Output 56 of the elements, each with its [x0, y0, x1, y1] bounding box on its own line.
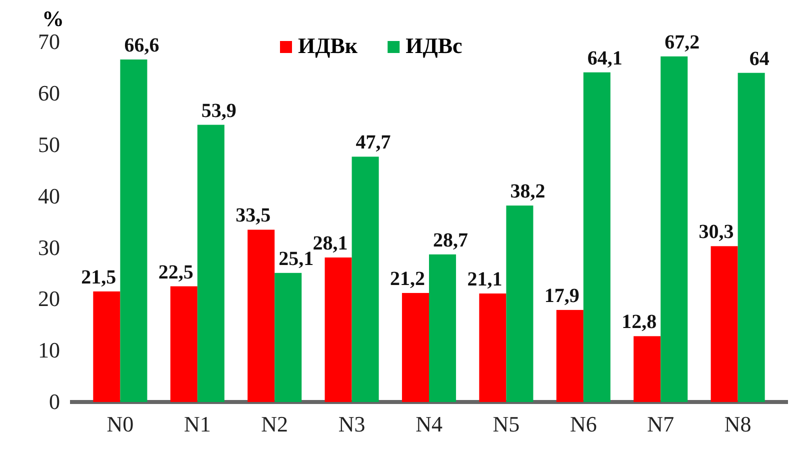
y-tick-label: 60 [38, 80, 60, 106]
bar [710, 246, 738, 402]
data-label: 21,2 [390, 268, 425, 290]
bar [120, 59, 148, 402]
x-tick-label: N1 [184, 412, 211, 437]
x-tick-label: N7 [647, 412, 674, 437]
y-axis-title: % [42, 6, 64, 31]
data-label: 33,5 [236, 204, 271, 227]
bar [324, 257, 352, 402]
data-label: 67,2 [664, 31, 700, 54]
y-tick-label: 30 [38, 234, 60, 260]
bar [170, 286, 198, 402]
x-tick-label: N6 [570, 412, 597, 437]
data-label: 21,1 [467, 268, 502, 290]
bar [738, 72, 765, 402]
y-tick-label: 10 [38, 338, 60, 363]
x-tick-label: N5 [492, 412, 520, 437]
y-tick-label: 40 [38, 183, 60, 208]
y-tick-label: 70 [38, 29, 60, 54]
x-tick-label: N8 [724, 412, 752, 437]
data-label: 21,5 [81, 266, 116, 288]
x-tick-label: N2 [261, 412, 288, 437]
data-label: 38,2 [510, 180, 546, 203]
data-label: 28,7 [433, 229, 468, 252]
data-label: 53,9 [201, 100, 236, 122]
x-tick-label: N3 [338, 412, 366, 437]
x-tick-label: N4 [416, 412, 442, 437]
bar [429, 254, 456, 402]
bar [634, 336, 661, 402]
data-label: 64 [749, 48, 770, 70]
bar [248, 230, 275, 402]
bar [402, 292, 429, 402]
bar [274, 272, 302, 402]
x-tick-label: N0 [106, 412, 134, 437]
bar [352, 156, 379, 402]
y-tick-label: 20 [38, 286, 60, 312]
data-label: 64,1 [587, 47, 622, 70]
data-label: 47,7 [356, 132, 391, 154]
data-label: 66,6 [124, 34, 160, 56]
data-label: 30,3 [698, 221, 734, 244]
y-tick-label: 0 [49, 389, 60, 414]
data-label: 17,9 [544, 284, 580, 307]
data-label: 12,8 [622, 311, 657, 334]
y-tick-label: 50 [38, 132, 60, 157]
data-label: 25,1 [278, 248, 314, 270]
legend-label: ИДВк [298, 33, 358, 58]
bar [660, 56, 688, 402]
bar [93, 291, 120, 402]
data-label: 28,1 [312, 232, 348, 254]
bar [506, 206, 534, 402]
bar [583, 72, 610, 402]
legend-label: ИДВс [406, 33, 463, 58]
bar [197, 124, 224, 402]
data-label: 22,5 [158, 261, 194, 284]
bar [479, 293, 506, 402]
bar [556, 310, 584, 402]
